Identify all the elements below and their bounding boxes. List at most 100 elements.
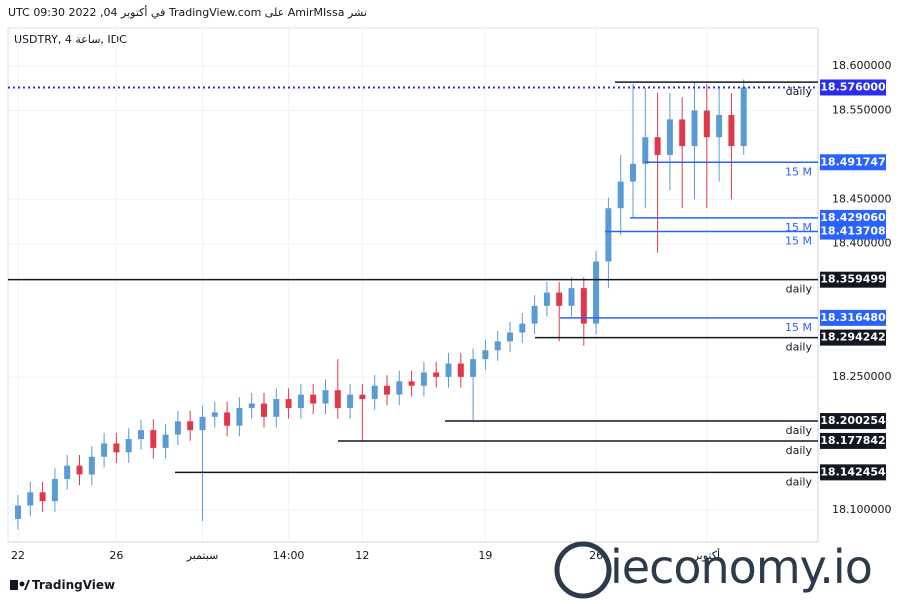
candle-body bbox=[150, 430, 157, 448]
candle-body bbox=[261, 403, 267, 417]
price-label: 18.491747 bbox=[820, 155, 885, 168]
candle-body bbox=[384, 385, 390, 395]
candle-body bbox=[248, 403, 255, 408]
candle-body bbox=[334, 390, 341, 408]
candle-body bbox=[51, 478, 58, 502]
axes: 18.600000 18.550000 18.450000 18.400000 18.2… bbox=[11, 59, 892, 562]
x-tick-label: 12 bbox=[355, 549, 369, 562]
level-tag: daily bbox=[786, 341, 813, 354]
candle-body bbox=[174, 421, 181, 435]
candle-body bbox=[27, 492, 34, 506]
price-label-box bbox=[820, 329, 886, 346]
price-label: 18.359499 bbox=[820, 273, 885, 286]
candle-body bbox=[88, 456, 95, 475]
price-label: 18.316480 bbox=[820, 311, 886, 324]
candle-body bbox=[654, 137, 661, 155]
candle-body bbox=[568, 288, 575, 306]
level-tag: daily bbox=[786, 85, 813, 98]
price-label-box bbox=[820, 209, 886, 226]
candle-body bbox=[482, 350, 489, 360]
level-tag: daily bbox=[786, 475, 813, 488]
x-tick-label: سبتمبر bbox=[186, 549, 219, 562]
price-label-box bbox=[820, 79, 886, 96]
candle-body bbox=[420, 372, 427, 386]
candle-body bbox=[470, 359, 477, 377]
candle-body bbox=[297, 394, 304, 408]
price-label-box bbox=[820, 271, 886, 288]
candle-body bbox=[199, 416, 206, 431]
price-label: 18.142454 bbox=[820, 465, 886, 478]
candle-body bbox=[457, 363, 464, 377]
candle-body bbox=[494, 341, 501, 351]
candle-body bbox=[691, 110, 698, 147]
candle-body bbox=[605, 208, 612, 262]
x-tick-label: 14:00 bbox=[273, 549, 305, 562]
candle-body bbox=[273, 399, 280, 417]
candle-body bbox=[101, 443, 108, 457]
candle-body bbox=[396, 381, 403, 395]
candle-body bbox=[531, 305, 538, 324]
price-label-box bbox=[820, 309, 886, 326]
candle-body bbox=[507, 332, 513, 342]
watermark: ieconomy.io bbox=[610, 540, 873, 594]
candle-body bbox=[580, 288, 587, 324]
candle-body bbox=[740, 87, 747, 147]
y-tick-label: 18.600000 bbox=[832, 59, 892, 72]
watermark-logo bbox=[554, 541, 612, 599]
candle-body bbox=[371, 385, 378, 400]
candle-body bbox=[593, 261, 600, 324]
candle-body bbox=[64, 465, 71, 479]
level-tag: 15 M bbox=[785, 165, 812, 178]
price-label-box bbox=[820, 223, 886, 240]
x-tick-label: 19 bbox=[478, 549, 492, 562]
x-tick-label: 22 bbox=[11, 549, 25, 562]
y-tick-label: 18.550000 bbox=[832, 104, 892, 117]
y-tick-label: 18.400000 bbox=[832, 237, 892, 250]
price-label-box bbox=[820, 432, 886, 449]
candle-body bbox=[322, 390, 329, 404]
candle-body bbox=[113, 443, 120, 453]
price-label: 18.200254 bbox=[820, 414, 886, 427]
candle-body bbox=[162, 434, 169, 448]
y-tick-label: 18.100000 bbox=[832, 503, 892, 516]
footer-brand: TradingView bbox=[32, 578, 116, 592]
candle-body bbox=[445, 363, 452, 377]
candle-body bbox=[359, 394, 366, 400]
symbol-info: USDTRY, 4 ساعة, IDC bbox=[14, 33, 127, 46]
price-label-box bbox=[820, 413, 886, 430]
x-tick-label: 26 bbox=[109, 549, 123, 562]
candle-body bbox=[310, 394, 317, 404]
candle-body bbox=[39, 492, 46, 502]
candle-body bbox=[703, 110, 710, 138]
candle-body bbox=[728, 114, 735, 147]
candle-body bbox=[642, 137, 649, 164]
price-label: 18.294242 bbox=[820, 331, 885, 344]
plot-frame bbox=[7, 27, 819, 543]
candle-body bbox=[347, 394, 354, 408]
level-tag: daily bbox=[786, 283, 813, 296]
candle-body bbox=[666, 119, 673, 155]
candle-body bbox=[76, 465, 83, 475]
tv-logo bbox=[10, 580, 30, 590]
candle-body bbox=[679, 119, 686, 147]
y-tick-label: 18.250000 bbox=[832, 370, 892, 383]
candle-body bbox=[617, 181, 624, 209]
candle-body bbox=[187, 421, 194, 431]
x-tick-label: أكتوبر bbox=[693, 548, 720, 562]
candle-body bbox=[716, 114, 723, 138]
price-label: 18.177842 bbox=[820, 434, 885, 447]
price-label: 18.413708 bbox=[820, 225, 885, 238]
y-tick-label: 18.450000 bbox=[832, 192, 892, 205]
candle-body bbox=[519, 323, 526, 333]
price-label-box bbox=[820, 154, 886, 171]
candle-body bbox=[408, 381, 415, 386]
level-tag: daily bbox=[786, 424, 813, 437]
candle-body bbox=[630, 163, 636, 182]
price-label: 18.576000 bbox=[820, 80, 886, 93]
candle-body bbox=[15, 505, 21, 519]
candle-body bbox=[543, 292, 550, 306]
level-tag: 15 M bbox=[785, 221, 812, 234]
candle-body bbox=[125, 439, 132, 453]
